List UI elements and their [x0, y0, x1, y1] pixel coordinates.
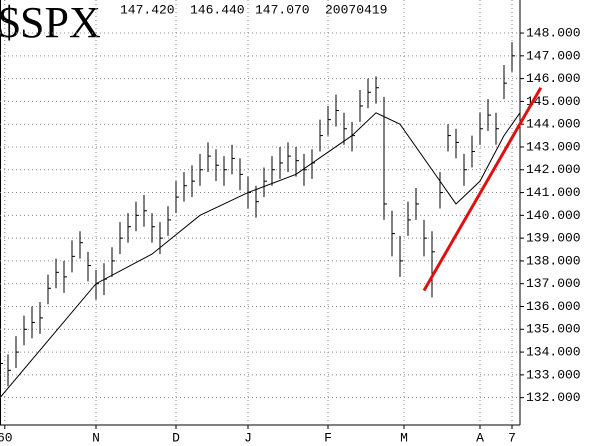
y-tick-label: 138.000: [526, 253, 581, 268]
header-value: 20070419: [325, 2, 387, 17]
x-tick-label: J: [244, 430, 252, 445]
header-value: 146.440: [190, 2, 245, 17]
y-tick-label: 142.000: [526, 162, 581, 177]
y-tick-label: 147.000: [526, 48, 581, 63]
chart-title: $SPX: [0, 0, 101, 47]
x-tick-label: N: [92, 430, 100, 445]
x-tick-label: F: [324, 430, 332, 445]
header-value: 147.070: [255, 2, 310, 17]
y-tick-label: 148.000: [526, 25, 581, 40]
moving-average: [0, 112, 521, 398]
y-tick-label: 132.000: [526, 390, 581, 405]
y-tick-label: 137.000: [526, 276, 581, 291]
trend-line: [422, 86, 543, 292]
x-tick-label: 7: [508, 430, 516, 445]
x-tick-label: 60: [0, 430, 13, 445]
x-tick-label: A: [476, 430, 484, 445]
y-tick-label: 139.000: [526, 231, 581, 246]
y-tick-label: 146.000: [526, 71, 581, 86]
x-tick-label: M: [400, 430, 408, 445]
y-tick-label: 140.000: [526, 208, 581, 223]
y-tick-label: 134.000: [526, 345, 581, 360]
y-tick-label: 141.000: [526, 185, 581, 200]
y-tick-label: 143.000: [526, 139, 581, 154]
x-tick-label: D: [172, 430, 180, 445]
y-tick-label: 145.000: [526, 94, 581, 109]
y-tick-label: 144.000: [526, 117, 581, 132]
y-tick-label: 136.000: [526, 299, 581, 314]
header-value: 147.420: [120, 2, 175, 17]
y-tick-label: 133.000: [526, 367, 581, 382]
y-tick-label: 135.000: [526, 322, 581, 337]
